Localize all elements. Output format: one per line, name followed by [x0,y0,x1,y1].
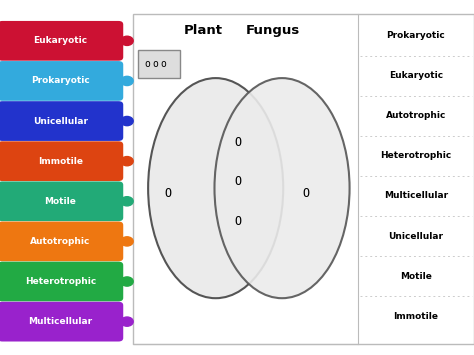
Text: Autotrophic: Autotrophic [30,237,91,246]
Text: Eukaryotic: Eukaryotic [389,71,443,80]
Circle shape [121,197,133,206]
Text: Multicellular: Multicellular [384,191,448,201]
FancyBboxPatch shape [0,262,123,301]
Text: O: O [234,136,242,148]
Circle shape [121,76,133,86]
FancyBboxPatch shape [0,61,123,101]
FancyBboxPatch shape [0,141,123,181]
Text: O: O [234,215,242,228]
Text: Autotrophic: Autotrophic [386,111,446,120]
Text: o: o [153,59,158,69]
Circle shape [121,116,133,126]
Ellipse shape [148,78,283,298]
FancyBboxPatch shape [0,21,123,61]
Text: Immotile: Immotile [393,312,438,321]
FancyBboxPatch shape [0,222,123,261]
Circle shape [121,36,133,45]
Text: o: o [161,59,166,69]
FancyBboxPatch shape [0,101,123,141]
Circle shape [121,277,133,286]
Text: Prokaryotic: Prokaryotic [387,31,445,40]
Circle shape [121,157,133,166]
Text: Plant: Plant [183,24,222,37]
Text: Unicellular: Unicellular [388,231,444,241]
Text: Heterotrophic: Heterotrophic [25,277,96,286]
Text: O: O [234,175,242,187]
Text: Fungus: Fungus [246,24,300,37]
FancyBboxPatch shape [0,181,123,221]
Text: O: O [164,187,172,200]
Text: Prokaryotic: Prokaryotic [31,76,90,86]
Text: Unicellular: Unicellular [33,116,88,126]
Text: O: O [302,187,310,200]
Circle shape [121,317,133,326]
Text: Motile: Motile [45,197,76,206]
FancyBboxPatch shape [133,14,474,344]
Text: Heterotrophic: Heterotrophic [380,151,452,160]
Text: Multicellular: Multicellular [28,317,92,326]
Text: Eukaryotic: Eukaryotic [33,36,88,45]
FancyBboxPatch shape [0,302,123,342]
Text: Motile: Motile [400,272,432,281]
FancyBboxPatch shape [138,50,180,78]
Text: Immotile: Immotile [38,157,83,166]
Circle shape [121,237,133,246]
Text: o: o [145,59,150,69]
Ellipse shape [214,78,349,298]
